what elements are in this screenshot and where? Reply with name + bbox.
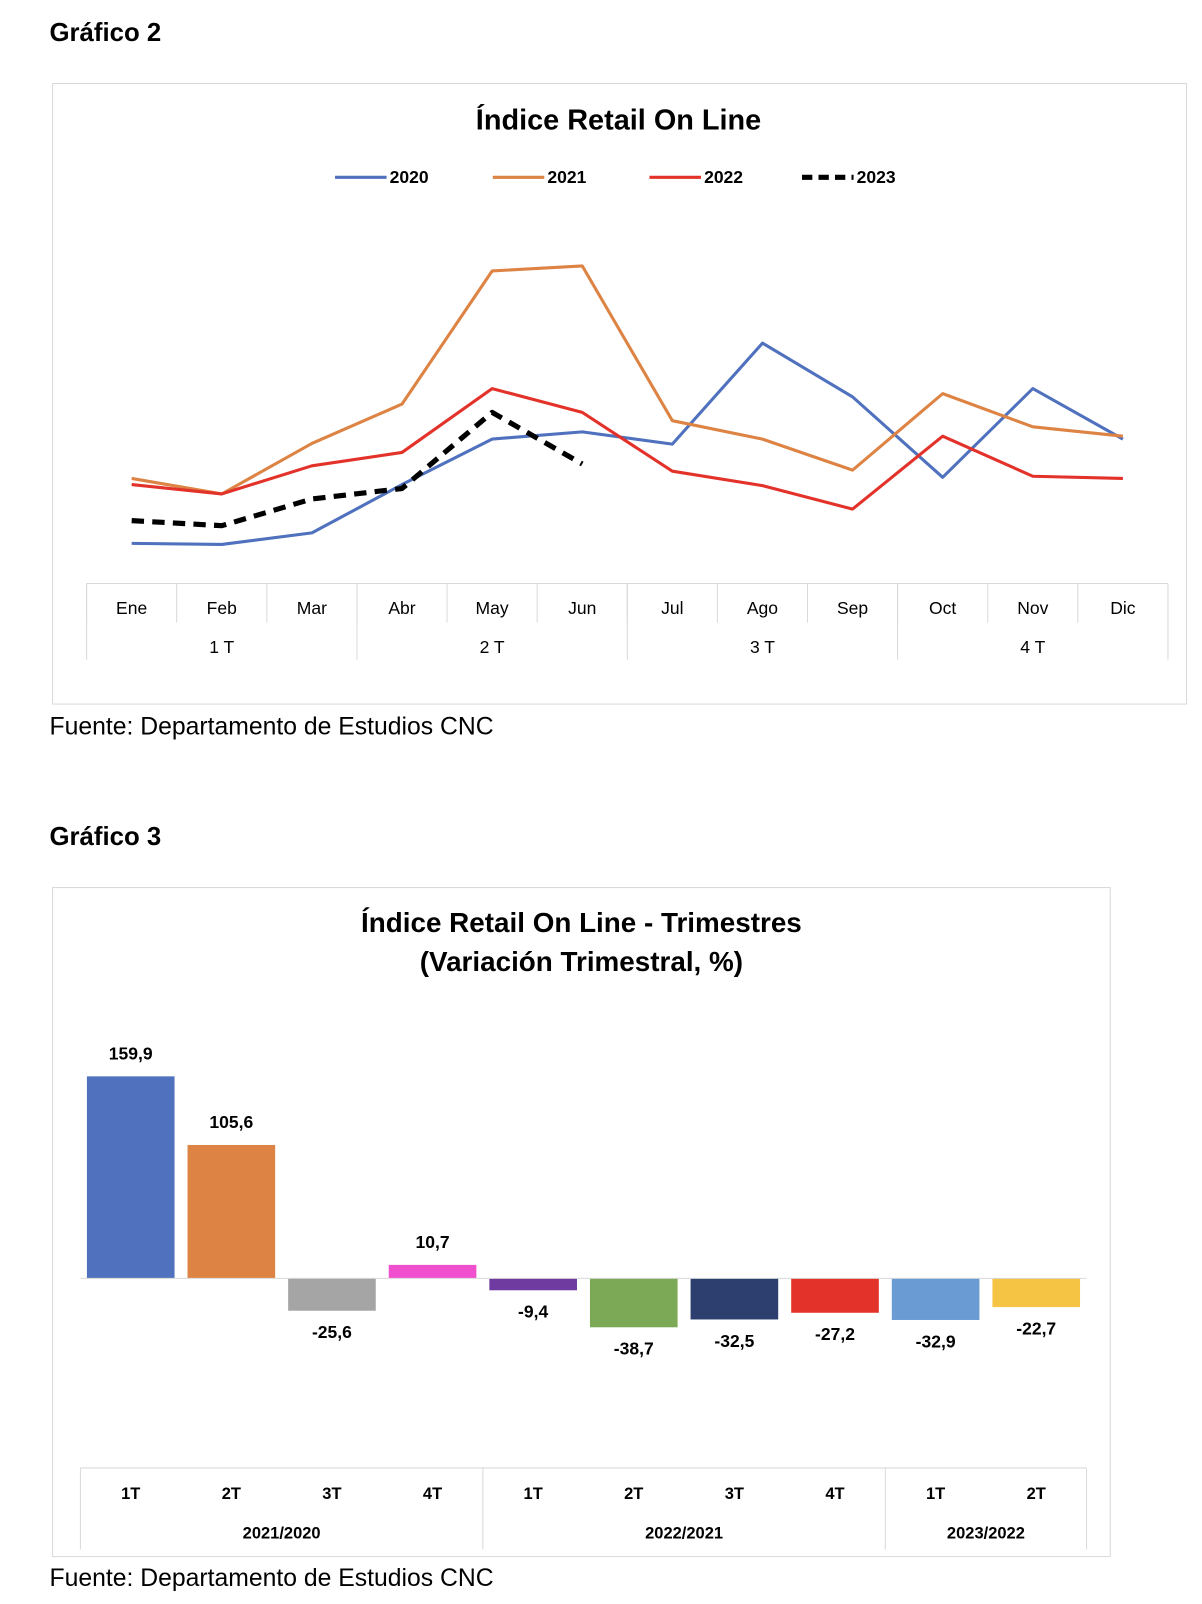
- heading: Gráfico 3: [49, 823, 161, 851]
- legend-label: 2022: [704, 167, 743, 187]
- legend-label: 2020: [390, 167, 429, 187]
- x-tick-label: Mar: [297, 598, 327, 618]
- x-tick-label: 1T: [524, 1485, 543, 1503]
- x-tick-label: 1T: [121, 1485, 140, 1503]
- bar: [288, 1278, 376, 1311]
- x-tick-label: 2T: [624, 1485, 643, 1503]
- x-tick-label: Abr: [388, 598, 415, 618]
- legend-label: 2023: [857, 167, 896, 187]
- bar: [891, 1278, 980, 1320]
- x-tick-label: Jun: [568, 598, 596, 618]
- chart-title: Índice Retail On Line - Trimestres: [361, 907, 802, 938]
- line: [131, 387, 1123, 511]
- bar: [791, 1278, 879, 1313]
- x-tick-label: 3T: [725, 1485, 744, 1503]
- group-label: 3 T: [750, 637, 775, 657]
- x-tick-label: May: [476, 598, 509, 618]
- data-label: -32,9: [916, 1331, 956, 1351]
- chart-title: (Variación Trimestral, %): [420, 946, 743, 977]
- x-tick-label: 3T: [322, 1485, 341, 1503]
- bar: [992, 1278, 1081, 1308]
- x-tick-label: 4T: [825, 1485, 844, 1503]
- x-tick-label: Dic: [1110, 598, 1136, 618]
- group-label: 2021/2020: [243, 1524, 321, 1542]
- x-tick-label: Feb: [207, 598, 237, 618]
- source: Fuente: Departamento de Estudios CNC: [49, 713, 493, 740]
- x-tick-label: Ago: [747, 598, 778, 618]
- chart-frame: [52, 82, 1188, 705]
- data-label: -27,2: [815, 1324, 855, 1344]
- data-label: 10,7: [416, 1232, 450, 1252]
- group-label: 2 T: [480, 637, 505, 657]
- group-label: 2022/2021: [645, 1524, 723, 1542]
- bar: [388, 1264, 477, 1279]
- group-label: 1 T: [209, 637, 234, 657]
- x-tick-label: Nov: [1017, 598, 1048, 618]
- x-tick-label: Sep: [837, 598, 868, 618]
- x-tick-label: 1T: [926, 1485, 945, 1503]
- data-label: -22,7: [1016, 1318, 1056, 1338]
- data-label: -9,4: [518, 1302, 548, 1322]
- x-tick-label: Oct: [929, 598, 956, 618]
- bar: [86, 1076, 175, 1279]
- data-label: -38,7: [614, 1339, 654, 1359]
- x-tick-label: 2T: [222, 1485, 241, 1503]
- data-label: -32,5: [714, 1331, 754, 1351]
- group-label: 2023/2022: [947, 1524, 1025, 1542]
- x-tick-label: 4T: [423, 1485, 442, 1503]
- chart-title: Índice Retail On Line: [476, 102, 761, 136]
- bar: [690, 1278, 779, 1320]
- data-label: -25,6: [312, 1322, 352, 1342]
- data-label: 105,6: [209, 1112, 253, 1132]
- bar: [489, 1278, 577, 1291]
- x-tick-label: 2T: [1027, 1485, 1046, 1503]
- line: [131, 409, 584, 529]
- source: Fuente: Departamento de Estudios CNC: [49, 1565, 493, 1592]
- x-tick-label: Jul: [661, 598, 683, 618]
- legend-label: 2021: [547, 167, 586, 187]
- line: [131, 264, 1124, 496]
- bar: [589, 1278, 678, 1328]
- heading: Gráfico 2: [49, 19, 161, 47]
- line: [131, 341, 1124, 546]
- data-label: 159,9: [109, 1043, 153, 1063]
- group-label: 4 T: [1020, 637, 1045, 657]
- x-tick-label: Ene: [116, 598, 147, 618]
- bar: [187, 1144, 276, 1279]
- chart-frame: [52, 887, 1111, 1558]
